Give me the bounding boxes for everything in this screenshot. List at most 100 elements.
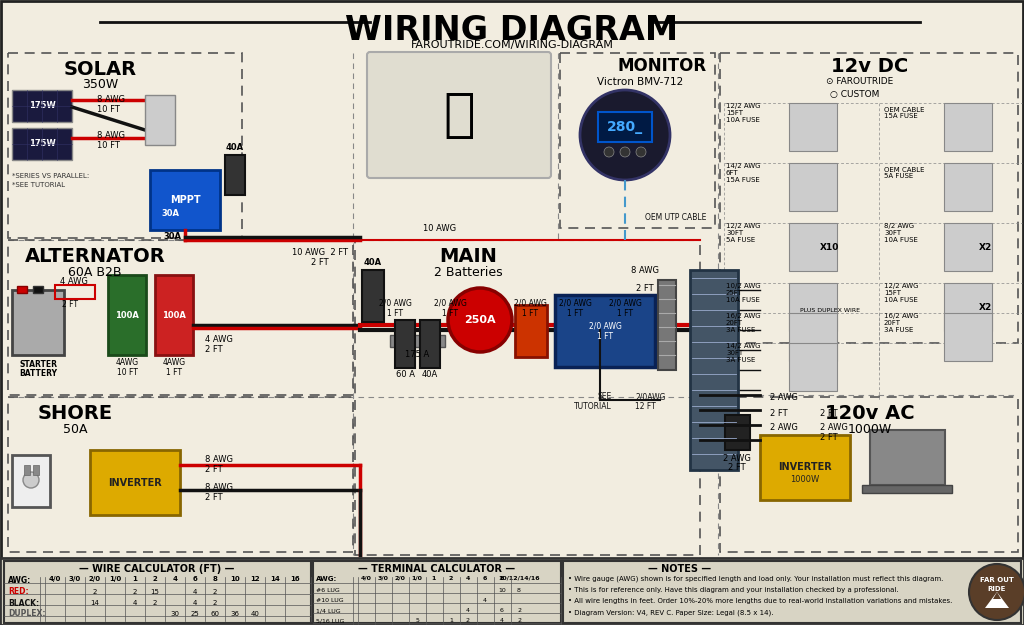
Text: 3/0: 3/0: [378, 576, 388, 581]
Text: Victron BMV-712: Victron BMV-712: [597, 77, 683, 87]
Text: ⊙ FAROUTRIDE: ⊙ FAROUTRIDE: [826, 77, 894, 86]
Text: 2 AWG: 2 AWG: [723, 454, 751, 463]
Text: 25: 25: [190, 611, 200, 617]
Text: 2 AWG: 2 AWG: [770, 394, 798, 402]
Text: • Wire gauge (AWG) shown is for specified length and load only. Your installatio: • Wire gauge (AWG) shown is for specifie…: [568, 576, 943, 582]
Text: MAIN: MAIN: [439, 247, 497, 266]
Text: 175W: 175W: [29, 101, 55, 111]
Text: 2/0 AWG
1 FT: 2/0 AWG 1 FT: [589, 321, 622, 341]
Text: 6: 6: [500, 609, 504, 614]
Text: 2 AWG: 2 AWG: [820, 424, 848, 432]
Text: 50A: 50A: [62, 423, 87, 436]
Text: 4: 4: [193, 589, 198, 595]
Text: 15: 15: [151, 589, 160, 595]
Text: 100A: 100A: [162, 311, 186, 319]
Bar: [12, 128, 72, 160]
Text: 2: 2: [449, 576, 454, 581]
Text: 2 FT: 2 FT: [205, 494, 222, 502]
Bar: [790, 343, 837, 391]
Text: 175W: 175W: [29, 139, 55, 149]
Text: 12/2 AWG
15FT
10A FUSE: 12/2 AWG 15FT 10A FUSE: [726, 103, 761, 123]
Bar: [395, 320, 415, 368]
Text: MPPT: MPPT: [170, 195, 201, 205]
Bar: [155, 275, 193, 355]
Text: 12/2 AWG
30FT
5A FUSE: 12/2 AWG 30FT 5A FUSE: [726, 223, 761, 243]
Bar: [4, 561, 311, 623]
Text: 14: 14: [270, 576, 280, 582]
Text: 2 AWG: 2 AWG: [770, 424, 798, 432]
Text: 2/0 AWG
1 FT: 2/0 AWG 1 FT: [514, 299, 547, 318]
Circle shape: [969, 564, 1024, 620]
Text: 4: 4: [483, 599, 487, 604]
Text: 6: 6: [482, 576, 487, 581]
Text: • This is for reference only. Have this diagram and your installation checked by: • This is for reference only. Have this …: [568, 587, 899, 593]
Text: — NOTES —: — NOTES —: [648, 564, 712, 574]
Text: 1000W: 1000W: [791, 474, 819, 484]
Text: 4: 4: [466, 576, 470, 581]
Text: 2 FT: 2 FT: [62, 300, 78, 309]
Bar: [560, 53, 715, 228]
Bar: [390, 335, 445, 347]
Polygon shape: [985, 592, 1009, 608]
Text: SOLAR: SOLAR: [63, 60, 136, 79]
Text: — TERMINAL CALCULATOR —: — TERMINAL CALCULATOR —: [358, 564, 515, 574]
Text: 8/2 AWG
30FT
10A FUSE: 8/2 AWG 30FT 10A FUSE: [884, 223, 918, 243]
Bar: [355, 240, 700, 555]
Text: 2: 2: [517, 619, 521, 624]
Text: 280_: 280_: [607, 120, 643, 134]
Bar: [55, 285, 95, 299]
Text: 2 FT: 2 FT: [205, 466, 222, 474]
Text: X2: X2: [978, 304, 991, 312]
Text: 4/0: 4/0: [360, 576, 372, 581]
Bar: [720, 397, 1018, 552]
Text: 2: 2: [153, 600, 158, 606]
Text: 2: 2: [153, 576, 158, 582]
Bar: [12, 290, 63, 355]
Text: 30: 30: [171, 611, 179, 617]
Text: 60A B2B: 60A B2B: [69, 266, 122, 279]
Text: SEE
TUTORIAL: SEE TUTORIAL: [574, 392, 612, 411]
Text: ○ CUSTOM: ○ CUSTOM: [830, 90, 880, 99]
Text: 60: 60: [211, 611, 219, 617]
Text: 4/0: 4/0: [49, 576, 61, 582]
Bar: [944, 313, 992, 361]
Text: 5: 5: [415, 619, 419, 624]
Bar: [870, 430, 945, 485]
Bar: [944, 283, 992, 331]
Bar: [8, 53, 242, 238]
Text: 2/0: 2/0: [394, 576, 406, 581]
Bar: [90, 450, 180, 515]
Text: 10: 10: [498, 589, 506, 594]
Text: 6: 6: [193, 576, 198, 582]
Bar: [33, 286, 43, 293]
Text: 8: 8: [500, 576, 504, 581]
Text: 10: 10: [230, 576, 240, 582]
Text: 2 Batteries: 2 Batteries: [434, 266, 503, 279]
Bar: [150, 170, 220, 230]
Text: — WIRE CALCULATOR (FT) —: — WIRE CALCULATOR (FT) —: [79, 564, 234, 574]
FancyBboxPatch shape: [367, 52, 551, 178]
Text: *SERIES VS PARALLEL:: *SERIES VS PARALLEL:: [12, 173, 89, 179]
Text: 4AWG: 4AWG: [116, 358, 138, 367]
Text: 2 FT: 2 FT: [311, 258, 329, 267]
Text: FAR OUT: FAR OUT: [980, 577, 1014, 583]
Text: 2 FT: 2 FT: [205, 346, 222, 354]
Bar: [33, 465, 39, 475]
Text: 8 AWG: 8 AWG: [97, 131, 125, 139]
Text: X10: X10: [820, 244, 840, 252]
Text: • All wire lengths in feet. Order 10%-20% more lengths due to real-world install: • All wire lengths in feet. Order 10%-20…: [568, 598, 952, 604]
Bar: [145, 95, 175, 145]
Text: 1: 1: [450, 619, 453, 624]
Text: 2: 2: [466, 619, 470, 624]
Bar: [944, 103, 992, 151]
Text: 2: 2: [213, 600, 217, 606]
Bar: [420, 320, 440, 368]
Text: 10 AWG  2 FT: 10 AWG 2 FT: [292, 248, 348, 257]
Circle shape: [23, 472, 39, 488]
Bar: [24, 465, 30, 475]
Bar: [658, 280, 676, 370]
Text: 2/0 AWG
1 FT: 2/0 AWG 1 FT: [379, 299, 412, 318]
Text: 2/0AWG
12 FT: 2/0AWG 12 FT: [635, 392, 666, 411]
Text: 4 AWG: 4 AWG: [205, 336, 232, 344]
Text: 10 FT: 10 FT: [117, 368, 137, 377]
